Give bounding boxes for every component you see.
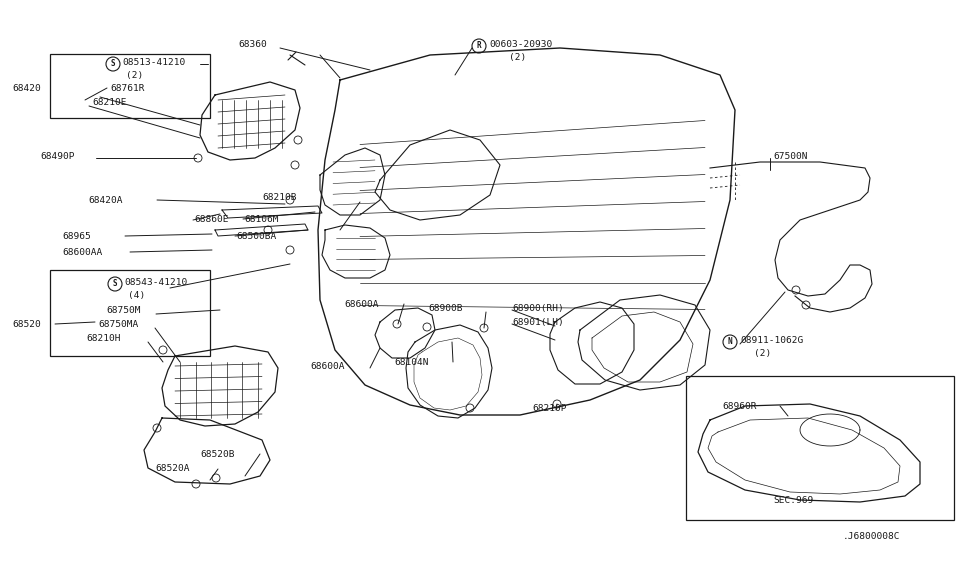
- Text: 68360: 68360: [238, 40, 267, 49]
- Text: 68210H: 68210H: [86, 334, 121, 343]
- Text: .J6800008C: .J6800008C: [843, 532, 901, 541]
- Text: 68750M: 68750M: [106, 306, 140, 315]
- Text: N: N: [727, 337, 732, 346]
- Text: 68520A: 68520A: [155, 464, 189, 473]
- Text: 00603-20930: 00603-20930: [489, 40, 552, 49]
- Text: 68761R: 68761R: [110, 84, 144, 93]
- Text: 68960R: 68960R: [722, 402, 757, 411]
- Text: S: S: [111, 59, 115, 68]
- Bar: [686, 376, 954, 520]
- Text: R: R: [477, 41, 482, 50]
- Text: 68210P: 68210P: [532, 404, 566, 413]
- Text: 68600A: 68600A: [310, 362, 344, 371]
- Text: 68750MA: 68750MA: [98, 320, 138, 329]
- Text: 68600AA: 68600AA: [62, 248, 102, 257]
- Text: 68860E: 68860E: [194, 215, 228, 224]
- Bar: [50, 54, 210, 118]
- Text: 68520B: 68520B: [200, 450, 235, 459]
- Text: 68965: 68965: [62, 232, 91, 241]
- Text: (2): (2): [754, 349, 771, 358]
- Text: 68901(LH): 68901(LH): [512, 318, 564, 327]
- Text: SEC.969: SEC.969: [773, 496, 813, 505]
- Bar: [50, 270, 210, 356]
- Text: 68210B: 68210B: [262, 193, 296, 202]
- Text: 68520: 68520: [12, 320, 41, 329]
- Text: 08911-1062G: 08911-1062G: [740, 336, 803, 345]
- Text: 68500BA: 68500BA: [236, 232, 276, 241]
- Text: 08513-41210: 08513-41210: [122, 58, 185, 67]
- Text: S: S: [113, 280, 117, 289]
- Text: (4): (4): [128, 291, 145, 300]
- Text: 68420: 68420: [12, 84, 41, 93]
- Text: 68900B: 68900B: [428, 304, 462, 313]
- Text: 68900(RH): 68900(RH): [512, 304, 564, 313]
- Text: 67500N: 67500N: [773, 152, 807, 161]
- Text: 68210E: 68210E: [92, 98, 127, 107]
- Text: 68600A: 68600A: [344, 300, 378, 309]
- Text: (2): (2): [126, 71, 143, 80]
- Text: 68420A: 68420A: [88, 196, 123, 205]
- Text: 68106M: 68106M: [244, 215, 279, 224]
- Text: (2): (2): [509, 53, 527, 62]
- Text: 68104N: 68104N: [394, 358, 428, 367]
- Text: 08543-41210: 08543-41210: [124, 278, 187, 287]
- Text: 68490P: 68490P: [40, 152, 74, 161]
